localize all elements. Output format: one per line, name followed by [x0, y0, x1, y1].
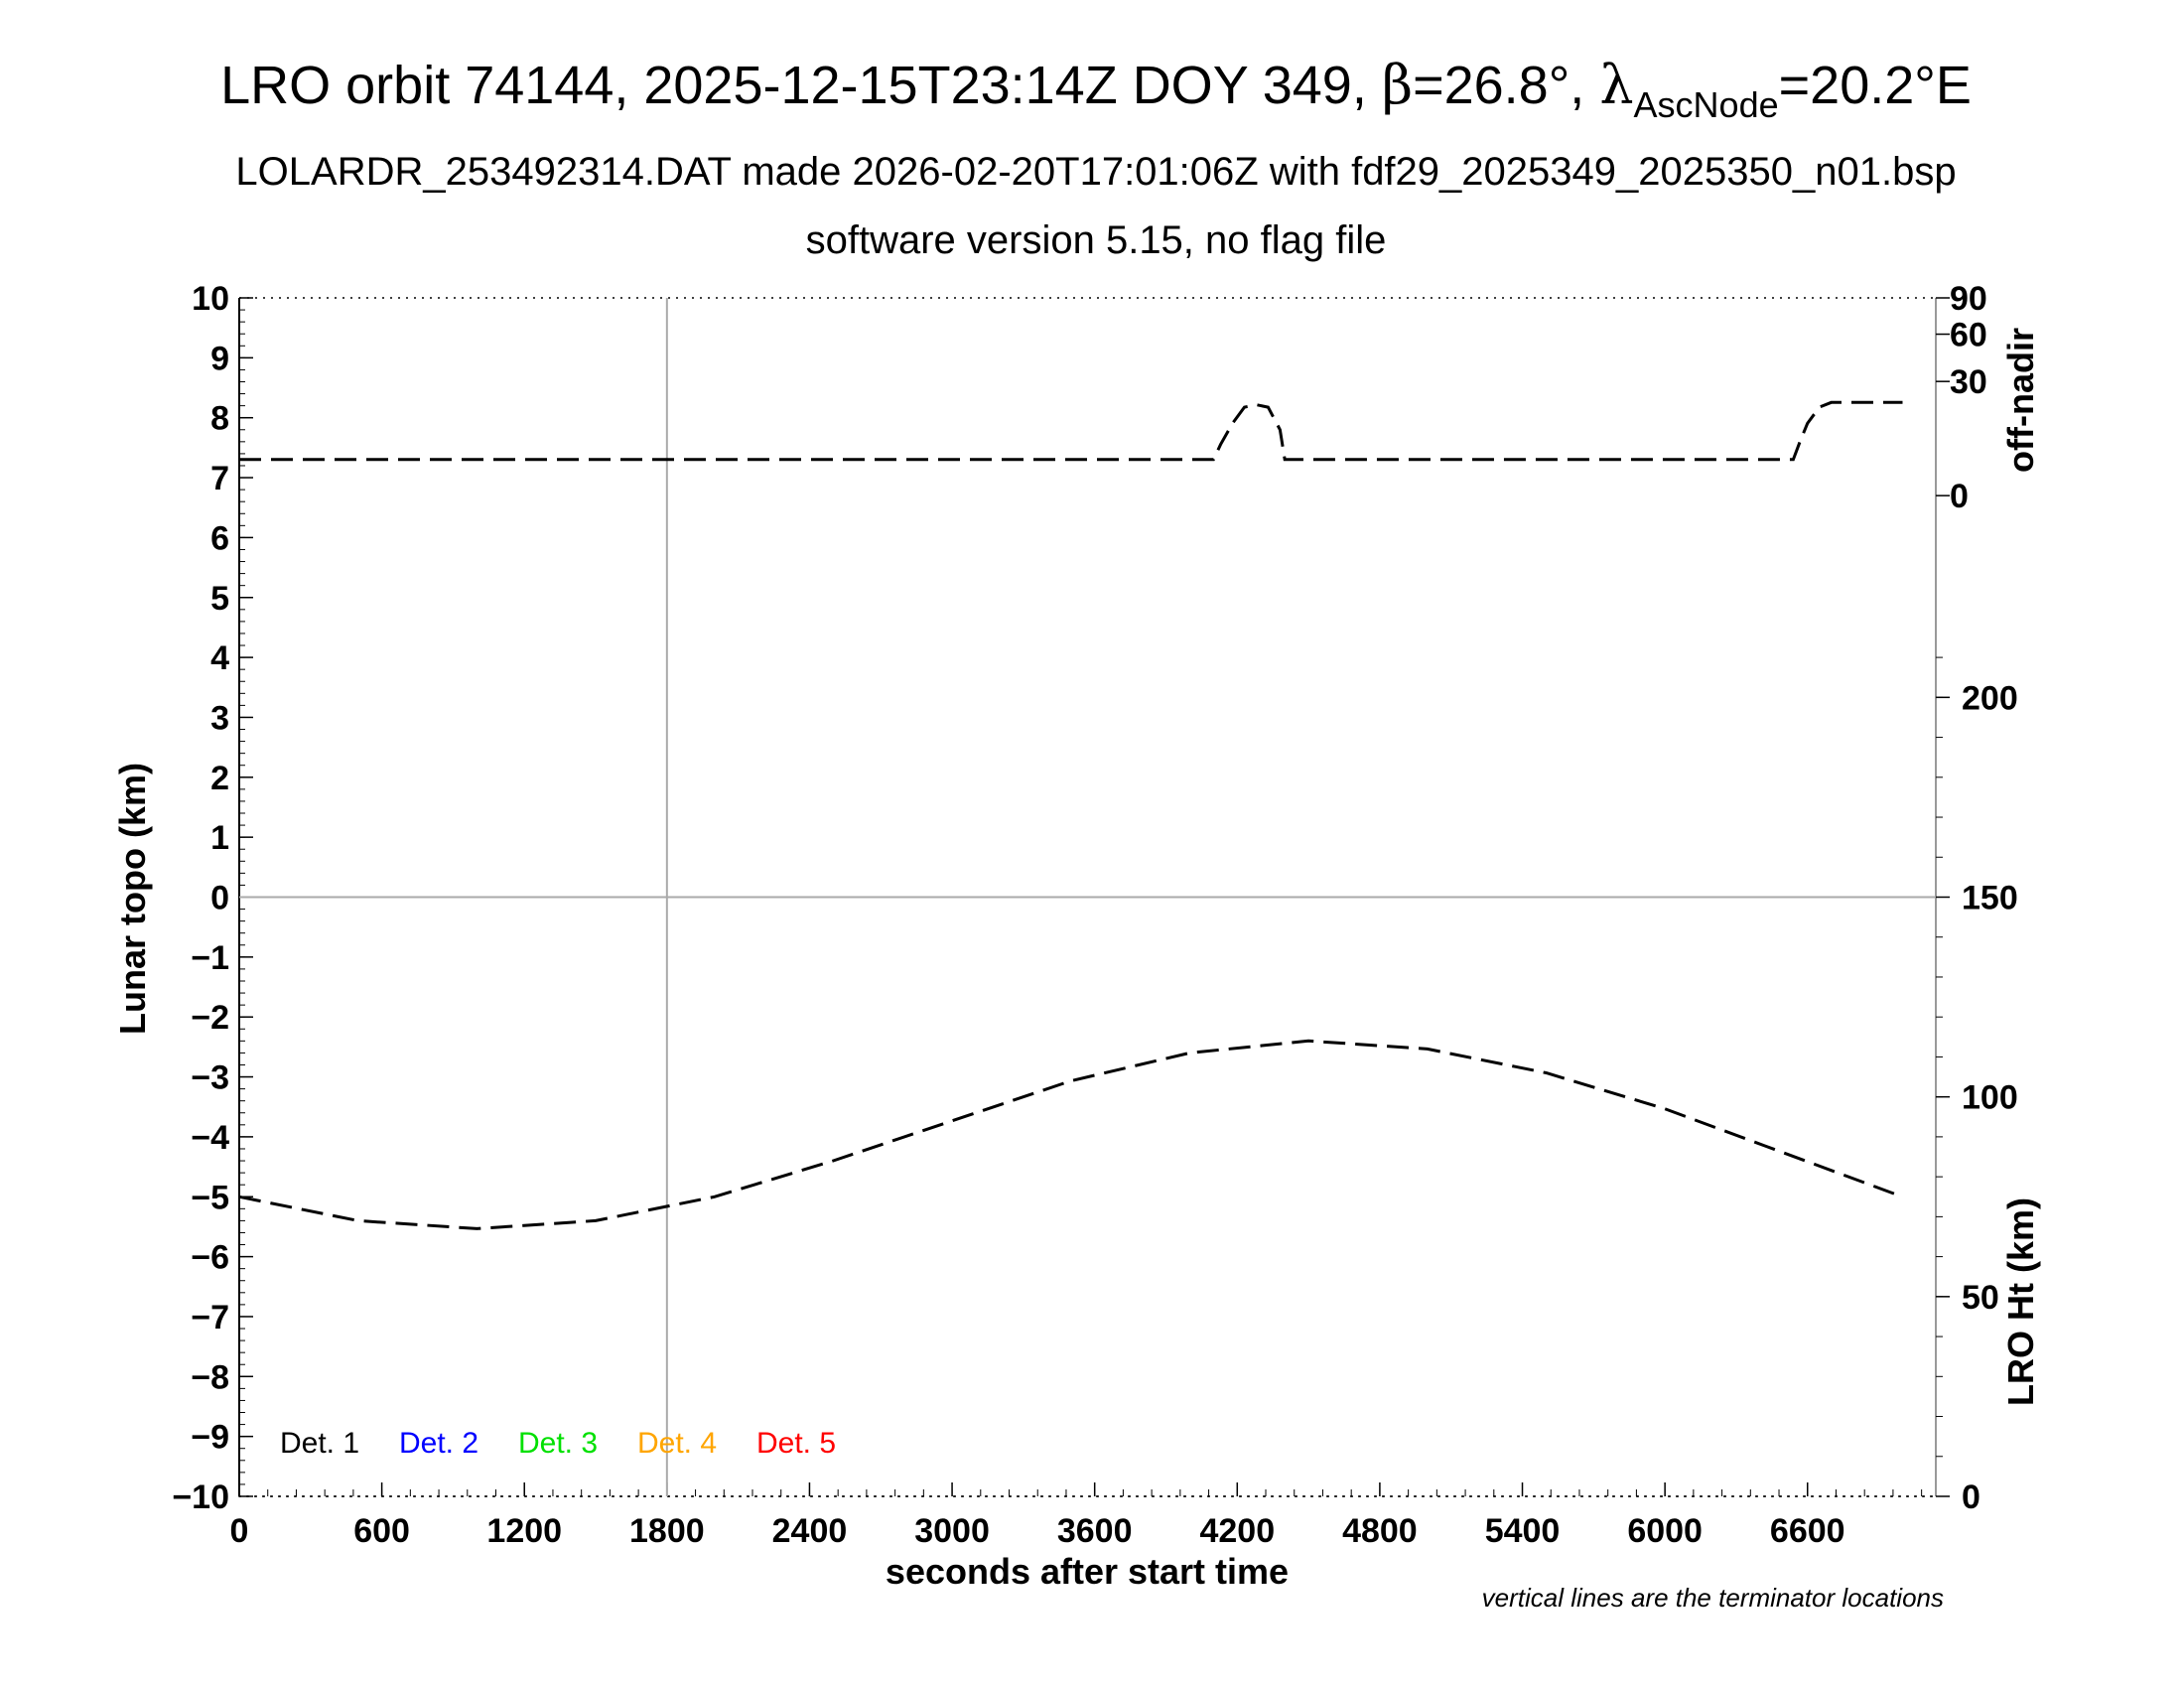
y-tick-label: 0 — [210, 880, 229, 917]
off-nadir-tick-label: 90 — [1950, 280, 1987, 318]
y-tick-label: −6 — [191, 1239, 229, 1277]
y-tick-label: −10 — [172, 1478, 229, 1516]
height-tick-label: 150 — [1962, 880, 2018, 917]
y-tick-label: 7 — [210, 460, 229, 497]
legend-entry: Det. 4 — [637, 1427, 717, 1460]
x-tick-label: 600 — [353, 1512, 410, 1550]
chart-subtitle: LOLARDR_253492314.DAT made 2026-02-20T17… — [235, 150, 1956, 194]
off-nadir-tick-label: 60 — [1950, 317, 1987, 354]
legend: Det. 1 Det. 2 Det. 3 Det. 4 Det. 5 — [280, 1427, 836, 1460]
y-tick-label: 10 — [192, 280, 229, 318]
off-nadir-tick-label: 30 — [1950, 363, 1987, 401]
off-nadir-axis-label: off-nadir — [2000, 328, 2041, 473]
chart-title-block: LRO orbit 74144, 2025-12-15T23:14Z DOY 3… — [220, 54, 1972, 262]
legend-entry: Det. 5 — [756, 1427, 836, 1460]
x-tick-label: 4200 — [1199, 1512, 1275, 1550]
terminator-note: vertical lines are the terminator locati… — [1482, 1583, 1944, 1613]
height-axis-label: LRO Ht (km) — [2000, 1197, 2041, 1406]
y-tick-label: 8 — [210, 400, 229, 438]
off-nadir-tick-label: 0 — [1950, 478, 1969, 515]
y-tick-label: −3 — [191, 1059, 229, 1097]
y-tick-label: −7 — [191, 1299, 229, 1336]
x-tick-label: 1800 — [629, 1512, 705, 1550]
height-axis-ticks: 200 150 100 50 0 — [1936, 656, 2018, 1516]
y-tick-label: −5 — [191, 1179, 229, 1216]
x-tick-label: 6000 — [1627, 1512, 1703, 1550]
y-tick-label: −9 — [191, 1419, 229, 1457]
x-tick-label: 3000 — [914, 1512, 990, 1550]
x-axis-label: seconds after start time — [886, 1551, 1289, 1592]
y-tick-label: −1 — [191, 939, 229, 977]
y-tick-label: 9 — [210, 340, 229, 377]
height-tick-label: 50 — [1962, 1279, 1999, 1317]
x-tick-label: 5400 — [1485, 1512, 1561, 1550]
x-tick-label: 1200 — [486, 1512, 562, 1550]
height-tick-label: 200 — [1962, 679, 2018, 717]
y-tick-label: −4 — [191, 1119, 229, 1157]
x-tick-label: 6600 — [1770, 1512, 1845, 1550]
y-tick-label: −2 — [191, 999, 229, 1037]
y-axis-label: Lunar topo (km) — [112, 763, 153, 1035]
chart-subtitle-software: software version 5.15, no flag file — [806, 218, 1387, 262]
y-tick-label: 5 — [210, 580, 229, 618]
series-group — [238, 400, 1904, 1230]
x-tick-label: 2400 — [772, 1512, 848, 1550]
y-tick-label: −8 — [191, 1358, 229, 1396]
y-tick-label: 6 — [210, 519, 229, 557]
legend-entry: Det. 3 — [518, 1427, 598, 1460]
lro-height-series-line — [238, 1039, 1904, 1230]
x-axis-ticks: 0 600 1200 1800 2400 3000 3600 4200 4800 5400 6000… — [230, 1482, 1923, 1550]
y-tick-label: 2 — [210, 760, 229, 797]
height-tick-label: 100 — [1962, 1079, 2018, 1117]
y-tick-label: 3 — [210, 699, 229, 737]
x-tick-label: 3600 — [1057, 1512, 1133, 1550]
x-tick-label: 4800 — [1342, 1512, 1418, 1550]
off-nadir-series-line — [239, 400, 1903, 462]
legend-entry: Det. 2 — [399, 1427, 478, 1460]
y-tick-label: 1 — [210, 819, 229, 857]
x-tick-label: 0 — [230, 1512, 249, 1550]
chart-title: LRO orbit 74144, 2025-12-15T23:14Z DOY 3… — [220, 54, 1972, 125]
legend-entry: Det. 1 — [280, 1427, 359, 1460]
height-tick-label: 0 — [1962, 1478, 1980, 1516]
y-tick-label: 4 — [210, 639, 229, 677]
